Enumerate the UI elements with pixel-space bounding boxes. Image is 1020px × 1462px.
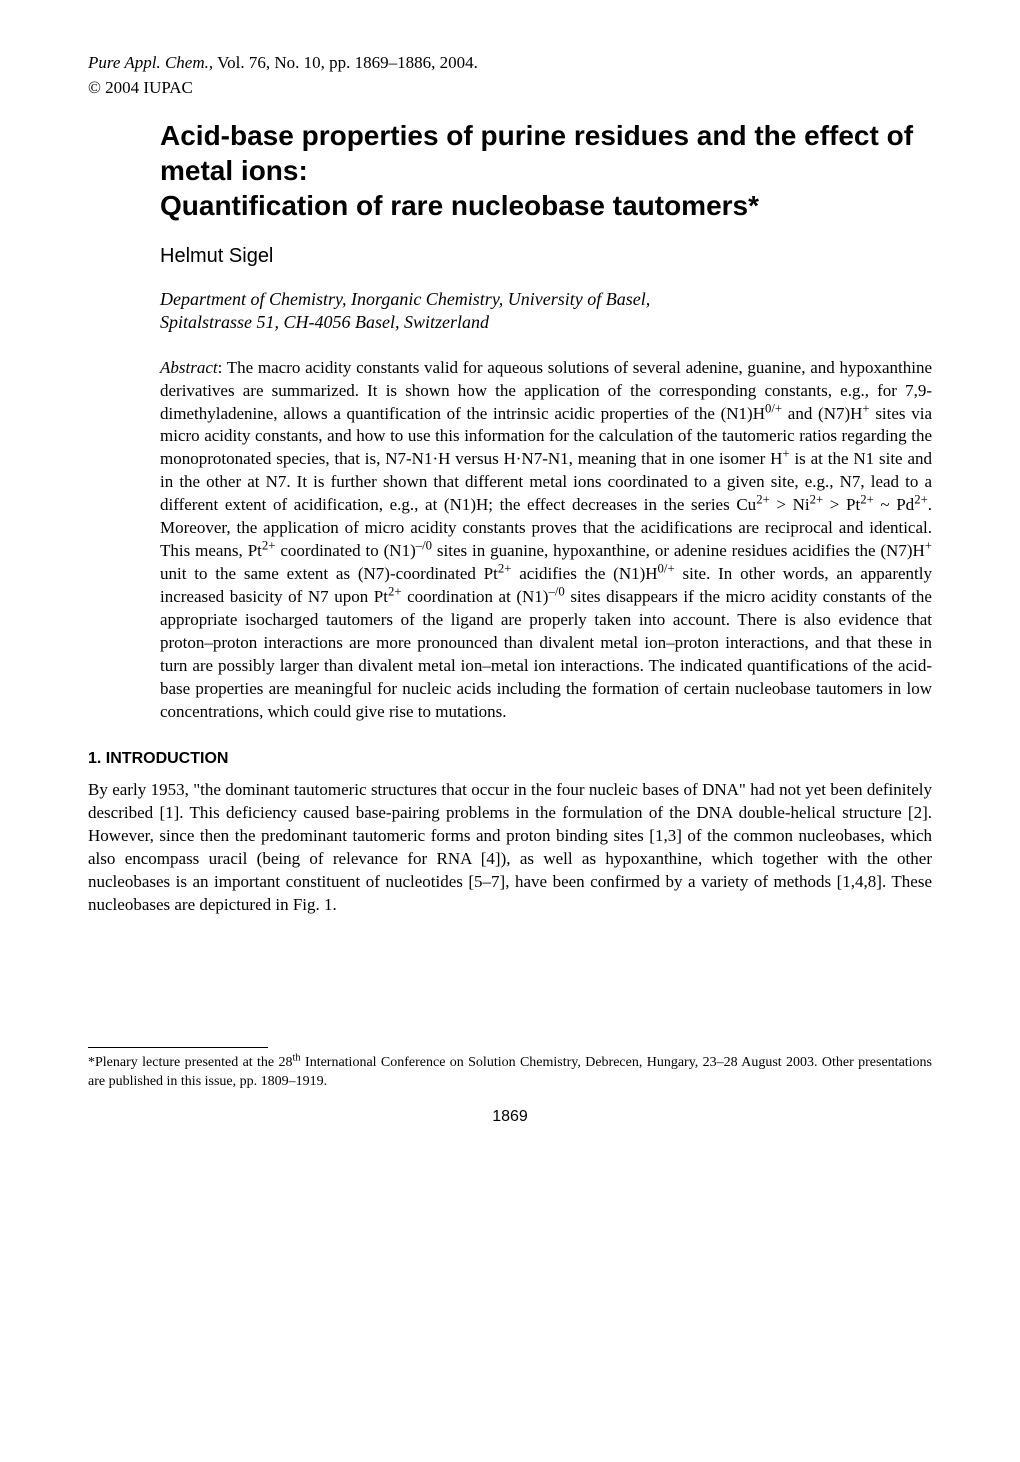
affiliation-line-1: Department of Chemistry, Inorganic Chemi… — [160, 289, 650, 309]
abstract-label: Abstract — [160, 358, 218, 377]
intro-paragraph: By early 1953, "the dominant tautomeric … — [88, 779, 932, 917]
footnote-separator — [88, 1047, 268, 1048]
copyright-line: © 2004 IUPAC — [88, 77, 932, 100]
journal-citation: Pure Appl. Chem., Vol. 76, No. 10, pp. 1… — [88, 52, 932, 75]
paper-title: Acid-base properties of purine residues … — [160, 118, 932, 223]
affiliation-line-2: Spitalstrasse 51, CH-4056 Basel, Switzer… — [160, 312, 489, 332]
author-name: Helmut Sigel — [160, 243, 932, 270]
journal-name: Pure Appl. Chem., — [88, 53, 213, 72]
page-number: 1869 — [88, 1106, 932, 1128]
title-line-2: Quantification of rare nucleobase tautom… — [160, 190, 759, 221]
abstract-block: Abstract: The macro acidity constants va… — [160, 357, 932, 724]
section-1-heading: 1. INTRODUCTION — [88, 748, 932, 770]
footnote-text: *Plenary lecture presented at the 28th I… — [88, 1054, 932, 1092]
title-line-1: Acid-base properties of purine residues … — [160, 120, 913, 186]
journal-vol-issue: Vol. 76, No. 10, pp. 1869–1886, 2004. — [213, 53, 478, 72]
abstract-text: : The macro acidity constants valid for … — [160, 358, 932, 721]
author-affiliation: Department of Chemistry, Inorganic Chemi… — [160, 288, 932, 335]
